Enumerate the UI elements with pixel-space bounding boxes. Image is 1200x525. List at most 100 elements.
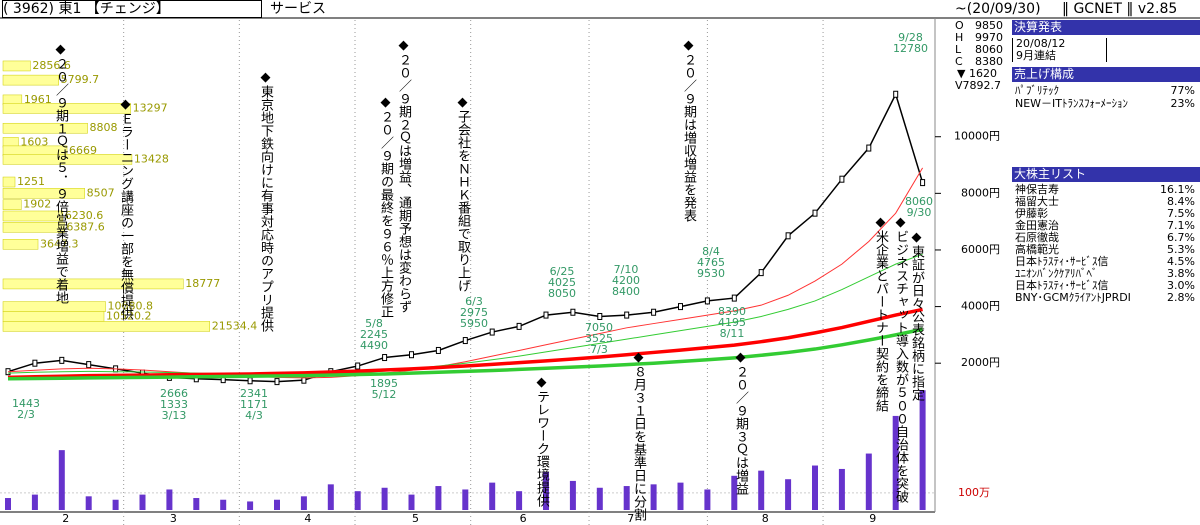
panel-row: ﾕﾆｵﾝﾊﾞﾝｸｹｱﾘﾊﾞﾍﾞ 3.8% <box>1015 267 1195 280</box>
price-candle <box>758 269 764 277</box>
price-candle <box>866 144 872 152</box>
price-note-line: 3525 <box>585 332 613 345</box>
price-candle <box>409 351 414 359</box>
price-candle <box>86 361 92 369</box>
quote-volume: V7892.7 <box>955 79 1002 92</box>
annotation: ◆子会社をＮＨＫ番組で取り上げ <box>455 95 470 292</box>
volume-bar <box>758 470 765 510</box>
price-candle <box>678 303 683 311</box>
volume-bar <box>865 453 872 510</box>
annotation: ◆テレワーク環境提供 <box>534 375 549 507</box>
price-candle <box>731 294 737 302</box>
annotation: ◆２０／９期３Ｑは増益 <box>733 350 748 495</box>
price-note-line: 7/3 <box>590 343 608 356</box>
price-note-line: 4200 <box>612 274 640 287</box>
price-note: 7/10 4200 8400 <box>612 264 640 297</box>
price-note-line: 2/3 <box>17 408 35 421</box>
y-tick-label: 2000円 <box>961 356 1000 369</box>
price-note-line: 8390 <box>718 305 746 318</box>
price-note-line: 3/13 <box>161 409 187 422</box>
price-note-line: 5/12 <box>371 388 397 401</box>
price-note-line: 8/11 <box>719 327 745 340</box>
x-tick-label: 2 <box>62 512 69 525</box>
quote-change: ▼ 1620 <box>957 67 997 80</box>
volume-bar <box>408 494 415 510</box>
volume-bar <box>31 494 38 510</box>
price-note-line: 9/28 <box>898 31 923 44</box>
volume-profile-bar <box>2 154 133 165</box>
volume-bar <box>381 487 388 510</box>
price-note-line: 6/25 <box>549 265 575 278</box>
volume-bar <box>220 499 227 510</box>
price-note-line: 4/3 <box>245 409 263 422</box>
period: ~(20/09/30) <box>955 1 1041 17</box>
price-note-line: 4195 <box>718 316 746 329</box>
sector: サービス <box>270 1 326 17</box>
price-candle <box>59 356 65 364</box>
annotation: ◆米企業とパートナー契約を締結 <box>873 215 888 412</box>
quote-value: 9970 <box>975 31 1003 44</box>
volume-profile-bar <box>2 60 31 72</box>
quote-key: L <box>955 43 962 56</box>
volume-profile-bar <box>2 278 184 290</box>
volume-profile-label: 6230.6 <box>65 209 104 222</box>
price-candle <box>893 90 899 98</box>
x-tick-label: 8 <box>762 512 769 525</box>
volume-bar <box>812 465 818 510</box>
panel-value: 7.5% <box>1167 207 1195 220</box>
price-note: 5/8 2245 4490 <box>360 318 388 351</box>
volume-bar <box>112 499 119 510</box>
panel-row: 福留大士 8.4% <box>1015 195 1195 208</box>
volume-profile-label: 10520.2 <box>106 309 152 322</box>
price-candle <box>597 312 603 320</box>
quote-key: H <box>955 31 964 44</box>
volume-bar <box>569 480 576 510</box>
price-candle <box>651 308 657 316</box>
volume-bar <box>166 489 173 510</box>
price-note-line: 7/10 <box>613 263 639 276</box>
price-note-line: 5/8 <box>365 317 383 330</box>
volume-bar <box>543 472 549 510</box>
panel-row: NEW－ITﾄﾗﾝｽﾌｫｰﾒｰｼｮﾝ 23% <box>1015 97 1195 110</box>
x-tick-label: 6 <box>520 512 527 525</box>
panel-value: 77% <box>1170 84 1195 97</box>
price-candle <box>812 209 818 217</box>
volume-profile-label: 1961 <box>24 93 52 106</box>
price-candle <box>785 232 791 240</box>
price-candle <box>489 328 495 336</box>
volume-profile-label: 5799.7 <box>61 73 100 86</box>
panel-title: 売上げ構成 <box>1012 67 1200 82</box>
volume-bar <box>650 484 657 510</box>
volume-profile-bar <box>2 188 85 199</box>
volume-bar <box>704 489 711 510</box>
price-note: 1443 2/3 <box>12 398 40 420</box>
panel-row: 金田憲治 7.1% <box>1015 219 1195 232</box>
series-line <box>7 253 923 376</box>
price-note-line: 6/3 <box>465 295 483 308</box>
y-tick-label: 8000円 <box>961 186 1000 199</box>
volume-profile-label: 8808 <box>90 121 118 134</box>
volume-profile-bar <box>2 199 22 210</box>
quote-value: 8380 <box>975 55 1003 68</box>
price-note-line: 7050 <box>585 321 613 334</box>
panel-line: 20/08/12 <box>1012 38 1107 50</box>
volume-bar <box>677 482 684 510</box>
price-note-line: 2975 <box>460 306 488 319</box>
volume-profile-bar <box>2 239 39 250</box>
price-note-line: 8050 <box>548 287 576 300</box>
x-tick-label: 5 <box>412 512 419 525</box>
price-candle <box>624 311 630 319</box>
series-line <box>7 307 923 380</box>
price-candle <box>704 297 710 305</box>
price-note: 2341 1171 4/3 <box>240 388 268 421</box>
price-note-line: 4490 <box>360 339 388 352</box>
volume-bar <box>623 486 630 510</box>
panel-title: 決算発表 <box>1012 20 1200 35</box>
panel-value: 4.5% <box>1167 255 1195 268</box>
price-note-line: 4765 <box>697 256 725 269</box>
annotation: ◆２０／９期１Ｑは５．９倍営業増益で着地 <box>53 42 68 304</box>
volume-profile-label: 13428 <box>134 152 169 165</box>
panel-value: 2.8% <box>1167 291 1195 304</box>
volume-profile-label: 18777 <box>185 277 220 290</box>
